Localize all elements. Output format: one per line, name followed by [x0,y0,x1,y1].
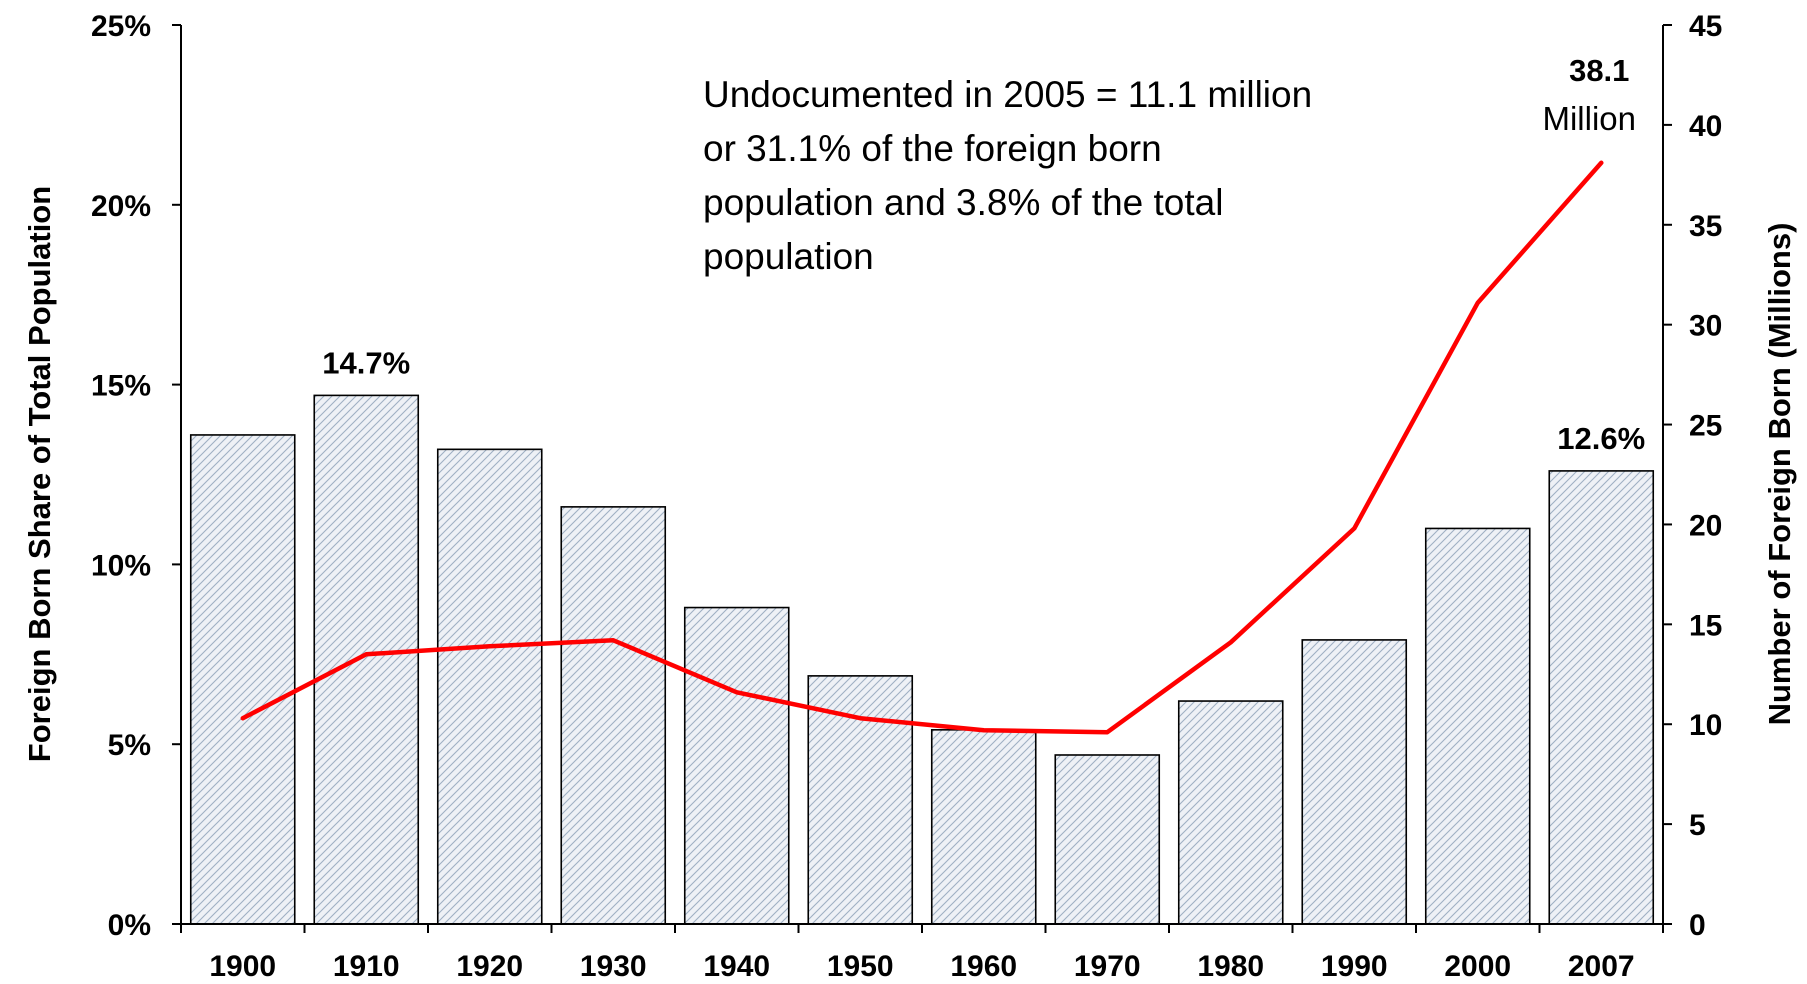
x-tick-label: 1930 [580,950,647,983]
x-tick-label: 1920 [456,950,523,983]
x-tick-label: 1910 [333,950,400,983]
x-tick-label: 1970 [1074,950,1141,983]
bar-1940 [683,606,790,925]
x-tick-label: 1990 [1321,950,1388,983]
right-tick-label: 20 [1689,509,1722,542]
right-axis-title: Number of Foreign Born (Millions) [1762,223,1797,726]
line-end-unit-label: Million [1542,100,1636,137]
bar-1900 [189,434,296,925]
annotation-line: Undocumented in 2005 = 11.1 million [703,74,1312,115]
x-tick-label: 1960 [950,950,1017,983]
bar-1920 [436,448,543,925]
x-tick-label: 1950 [827,950,894,983]
bar-1970 [1054,754,1161,925]
annotation-line: population and 3.8% of the total [703,182,1223,223]
right-tick-label: 0 [1689,909,1706,942]
bar-data-label: 12.6% [1557,421,1645,456]
annotation-line: population [703,236,874,277]
right-tick-label: 45 [1689,10,1722,43]
line-end-value-label: 38.1 [1569,53,1629,88]
bar-1990 [1301,639,1408,925]
left-tick-label: 20% [91,190,151,223]
x-tick-label: 1980 [1197,950,1264,983]
bar-1910 [313,394,420,925]
right-tick-label: 40 [1689,110,1722,143]
right-tick-label: 15 [1689,609,1722,642]
left-tick-label: 5% [108,729,151,762]
annotation-line: or 31.1% of the foreign born [703,128,1162,169]
right-tick-label: 10 [1689,709,1722,742]
right-tick-label: 30 [1689,310,1722,343]
axes-layer [172,24,1672,933]
bar-1980 [1177,700,1284,925]
bar-1960 [930,729,1037,925]
foreign-born-count-line [240,160,1604,735]
right-tick-label: 35 [1689,210,1722,243]
left-axis-title: Foreign Born Share of Total Population [22,186,57,762]
bar-2007 [1548,470,1655,925]
left-tick-label: 25% [91,10,151,43]
left-tick-label: 10% [91,549,151,582]
bar-2000 [1424,527,1531,925]
right-tick-label: 25 [1689,410,1722,443]
bars-layer [189,394,1655,925]
bar-data-label: 14.7% [322,345,410,380]
labels-layer: 0% 5% 10% 15% 20% 25% 0 5 10 15 20 25 30 35 40 45 1900 19… [22,10,1797,983]
left-tick-label: 15% [91,370,151,403]
x-tick-label: 2000 [1444,950,1511,983]
left-tick-label: 0% [108,909,151,942]
bar-1950 [807,675,914,925]
right-tick-label: 5 [1689,809,1706,842]
line-layer [240,160,1604,735]
x-tick-label: 1940 [703,950,770,983]
bar-1930 [560,506,667,925]
x-tick-label: 2007 [1568,950,1635,983]
x-tick-label: 1900 [209,950,276,983]
